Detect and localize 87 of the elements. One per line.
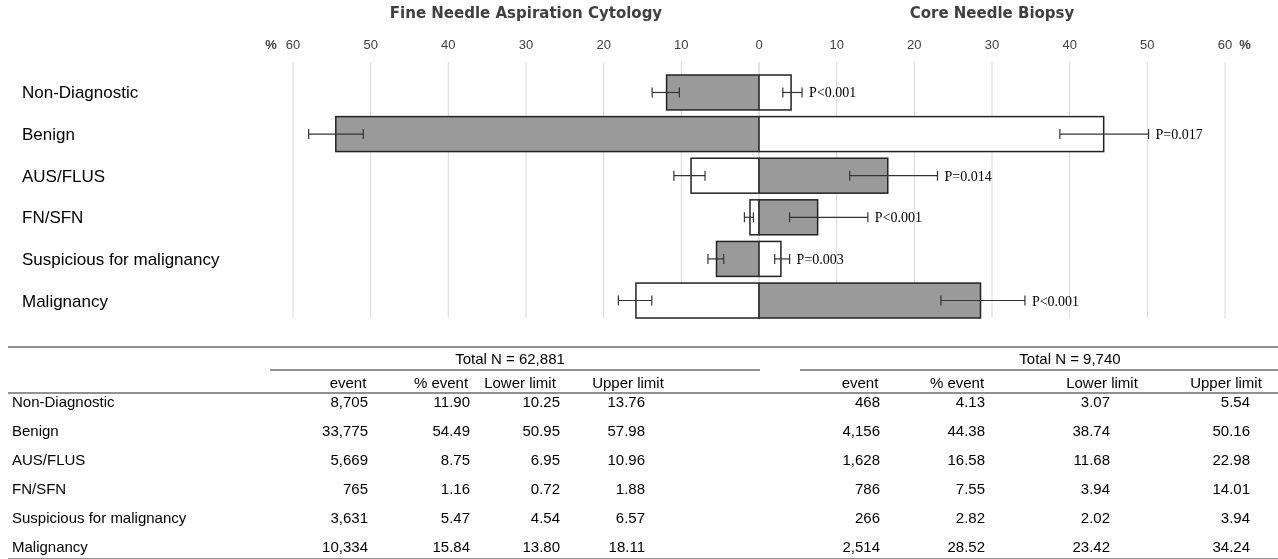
x-tick-label: 0 <box>755 37 763 52</box>
text: 10,334 <box>322 538 368 555</box>
text: 54.49 <box>432 422 470 439</box>
x-tick-label: 50 <box>363 37 378 52</box>
text: 2,514 <box>842 538 880 555</box>
text: 13.76 <box>607 393 645 410</box>
text: 57.98 <box>607 422 645 439</box>
text: 468 <box>854 393 880 410</box>
text: 23.42 <box>1072 538 1110 555</box>
annotation: P=0.003 <box>796 251 844 267</box>
text: 6.57 <box>615 509 645 526</box>
text: 266 <box>854 509 880 526</box>
annotation: P=0.014 <box>944 168 992 184</box>
text: 44.38 <box>947 422 985 439</box>
x-tick-label: 40 <box>1062 37 1077 52</box>
y-tick-label: FN/SFN <box>22 208 84 228</box>
x-tick-label: 20 <box>596 37 611 52</box>
text: 38.74 <box>1072 422 1110 439</box>
text: 4.13 <box>955 393 985 410</box>
text: 8.75 <box>440 451 470 468</box>
text: 786 <box>854 480 880 497</box>
text: 50.95 <box>522 422 560 439</box>
annotation: P=0.017 <box>1155 127 1203 143</box>
x-tick-label: 10 <box>829 37 844 52</box>
text: 16.58 <box>947 451 985 468</box>
text: 5.54 <box>1220 393 1250 410</box>
text: 7.55 <box>955 480 985 497</box>
text: 2.02 <box>1080 509 1110 526</box>
text: 34.24 <box>1212 538 1250 555</box>
x-tick-label: 60 <box>1217 37 1233 52</box>
text: 22.98 <box>1212 451 1250 468</box>
text: event <box>841 374 880 391</box>
text: 8,705 <box>330 393 368 410</box>
text: 1.88 <box>615 480 645 497</box>
text: 3.94 <box>1080 480 1110 497</box>
text: 11.68 <box>1073 451 1110 468</box>
text: 50.16 <box>1212 422 1250 439</box>
text: 0.72 <box>530 480 560 497</box>
x-tick-label: 30 <box>518 37 534 52</box>
text: 765 <box>342 480 368 497</box>
text: 3,631 <box>330 509 368 526</box>
text: Lower limit <box>1066 374 1139 391</box>
text: 2.82 <box>955 509 985 526</box>
y-tick-label: Malignancy <box>22 291 109 311</box>
annotation: P<0.001 <box>874 210 922 226</box>
text: % event <box>413 374 469 391</box>
text: Total N = 62,881 <box>455 350 565 367</box>
text: 3.94 <box>1220 509 1250 526</box>
x-tick-label: 20 <box>907 37 922 52</box>
y-tick-label: AUS/FLUS <box>22 166 106 186</box>
text: 1.16 <box>440 480 470 497</box>
text: event <box>329 374 368 391</box>
text: 14.01 <box>1212 480 1250 497</box>
chart-title: Core Needle Biopsy <box>909 4 1075 22</box>
text: 6.95 <box>530 451 560 468</box>
x-tick-label: 30 <box>984 37 1000 52</box>
text: 15.84 <box>432 538 470 555</box>
text: 33,775 <box>322 422 368 439</box>
text: Upper limit <box>592 374 665 391</box>
text: 4.54 <box>530 509 560 526</box>
text: % event <box>929 374 985 391</box>
annotation: P<0.001 <box>809 85 857 101</box>
annotation: P<0.001 <box>1031 293 1080 309</box>
text: Lower limit <box>484 374 557 391</box>
x-tick-label: 50 <box>1140 37 1155 52</box>
text: 13.80 <box>522 538 560 555</box>
y-tick-label: Non-Diagnostic <box>22 83 139 103</box>
text: 5.47 <box>440 509 470 526</box>
x-axis-title: % <box>1239 37 1252 52</box>
text: Total N = 9,740 <box>1019 350 1121 367</box>
chart-title: Fine Needle Aspiration Cytology <box>389 4 663 22</box>
text: 10.96 <box>607 451 645 468</box>
text: 10.25 <box>522 393 560 410</box>
text: 1,628 <box>842 451 880 468</box>
text: 4,156 <box>842 422 880 439</box>
y-tick-label: Benign <box>22 125 75 145</box>
text: 11.90 <box>433 393 470 410</box>
x-tick-label: 60 <box>285 37 301 52</box>
x-tick-label: 10 <box>674 37 689 52</box>
y-tick-label: Suspicious for malignancy <box>22 249 220 269</box>
text: 3.07 <box>1080 393 1110 410</box>
text: 28.52 <box>947 538 985 555</box>
x-axis-title: % <box>265 37 278 52</box>
text: 5,669 <box>330 451 368 468</box>
x-tick-label: 40 <box>441 37 456 52</box>
text: Upper limit <box>1190 374 1263 391</box>
text: 18.11 <box>608 538 645 555</box>
